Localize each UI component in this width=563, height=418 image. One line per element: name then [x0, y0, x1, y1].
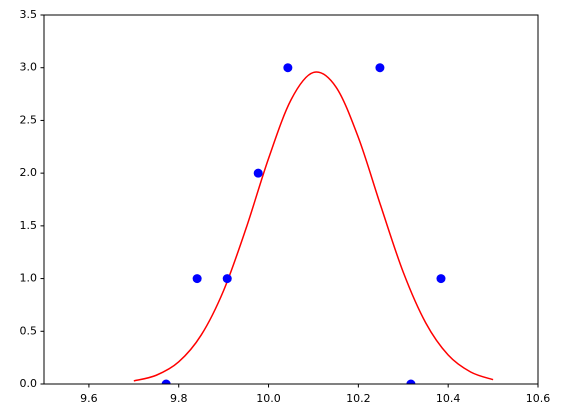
x-tick-label: 10.2	[346, 392, 371, 405]
y-tick-label: 1.0	[20, 272, 38, 285]
scatter-point	[253, 168, 263, 178]
scatter-point	[406, 379, 416, 384]
x-tick-label: 9.8	[170, 392, 188, 405]
y-tick-label: 2.5	[20, 113, 38, 126]
y-tick-label: 0.0	[20, 377, 38, 390]
y-tick-label: 0.5	[20, 324, 38, 337]
scatter-point	[283, 63, 293, 73]
plot-area	[133, 63, 494, 384]
scatter-point	[436, 274, 446, 284]
y-tick-label: 2.0	[20, 166, 38, 179]
x-tick-label: 9.6	[80, 392, 98, 405]
y-tick-label: 1.5	[20, 219, 38, 232]
scatter-point	[192, 274, 202, 284]
x-tick-label: 10.4	[436, 392, 461, 405]
curve	[133, 71, 494, 382]
y-tick-label: 3.5	[20, 8, 38, 21]
x-tick-label: 10.6	[526, 392, 551, 405]
x-tick-label: 10.0	[256, 392, 281, 405]
scatter-point	[161, 379, 171, 384]
axes-frame	[43, 14, 539, 385]
scatter-point	[222, 274, 232, 284]
y-tick-label: 3.0	[20, 61, 38, 74]
scatter-point	[375, 63, 385, 73]
